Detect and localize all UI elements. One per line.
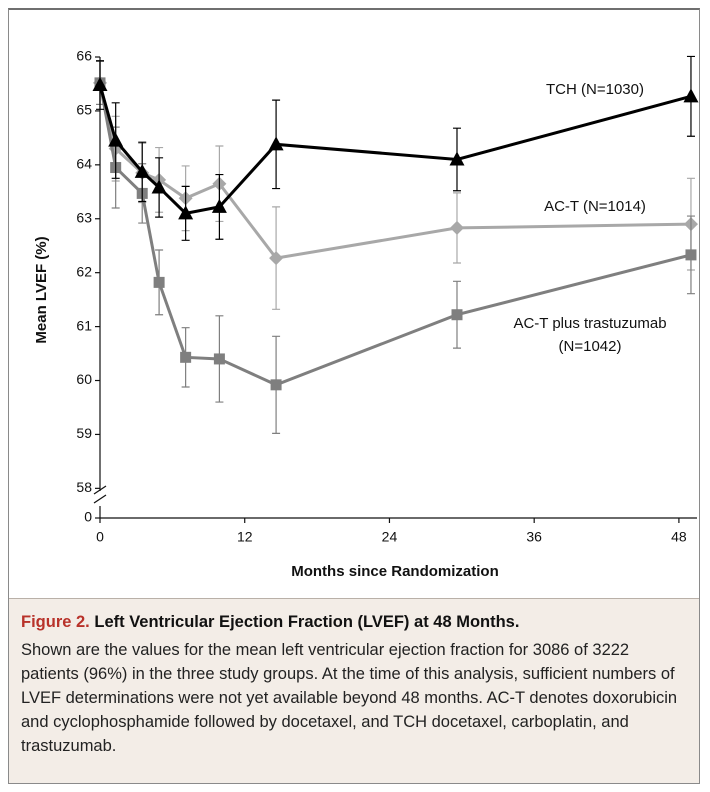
data-point [92,77,108,92]
y-axis-label: Mean LVEF (%) [33,236,50,343]
x-axis-label: Months since Randomization [291,563,499,580]
data-point [451,309,463,321]
data-point [178,205,194,220]
y-tick-label: 59 [76,425,92,441]
y-tick-label: 66 [76,48,92,64]
data-point [134,163,150,178]
data-point [213,353,225,365]
data-point [449,220,464,235]
figure-title: Left Ventricular Ejection Fraction (LVEF… [94,613,520,631]
data-point [449,151,465,166]
y-tick-label: 60 [76,371,92,387]
caption-title-row: Figure 2. Left Ventricular Ejection Frac… [21,613,687,632]
figure-frame [8,8,700,784]
data-point [211,198,227,213]
series-line [98,82,691,260]
x-tick-label: 24 [382,529,398,545]
data-point [683,88,699,103]
series-label: TCH (N=1030) [546,81,644,98]
chart: Mean LVEF (%) Months since Randomization… [33,48,699,580]
caption: Figure 2. Left Ventricular Ejection Frac… [9,598,699,783]
caption-text: Shown are the values for the mean left v… [21,641,678,755]
figure-label: Figure 2. [21,613,90,631]
x-tick-label: 48 [671,529,687,545]
x-tick-label: 0 [96,529,104,545]
data-point [268,136,284,151]
y-tick-label: 61 [76,317,92,333]
x-tick-label: 36 [526,529,542,545]
y-tick-label: 62 [76,263,92,279]
axis-break [93,494,107,504]
y-tick-label: 0 [84,509,92,525]
series-label: AC-T (N=1014) [544,198,646,215]
y-tick-label: 63 [76,209,92,225]
x-tick-label: 12 [237,529,253,545]
data-point [269,251,284,266]
data-point [153,276,165,288]
y-tick-label: 65 [76,102,92,118]
y-tick-label: 64 [76,156,92,172]
axis-break [93,485,107,495]
data-point [180,351,192,363]
series-label: AC-T plus trastuzumab (N=1042) [513,315,667,355]
data-point [685,249,697,261]
data-point [151,179,167,194]
data-point [108,132,124,147]
y-tick-label: 58 [76,479,92,495]
data-point [270,379,282,391]
